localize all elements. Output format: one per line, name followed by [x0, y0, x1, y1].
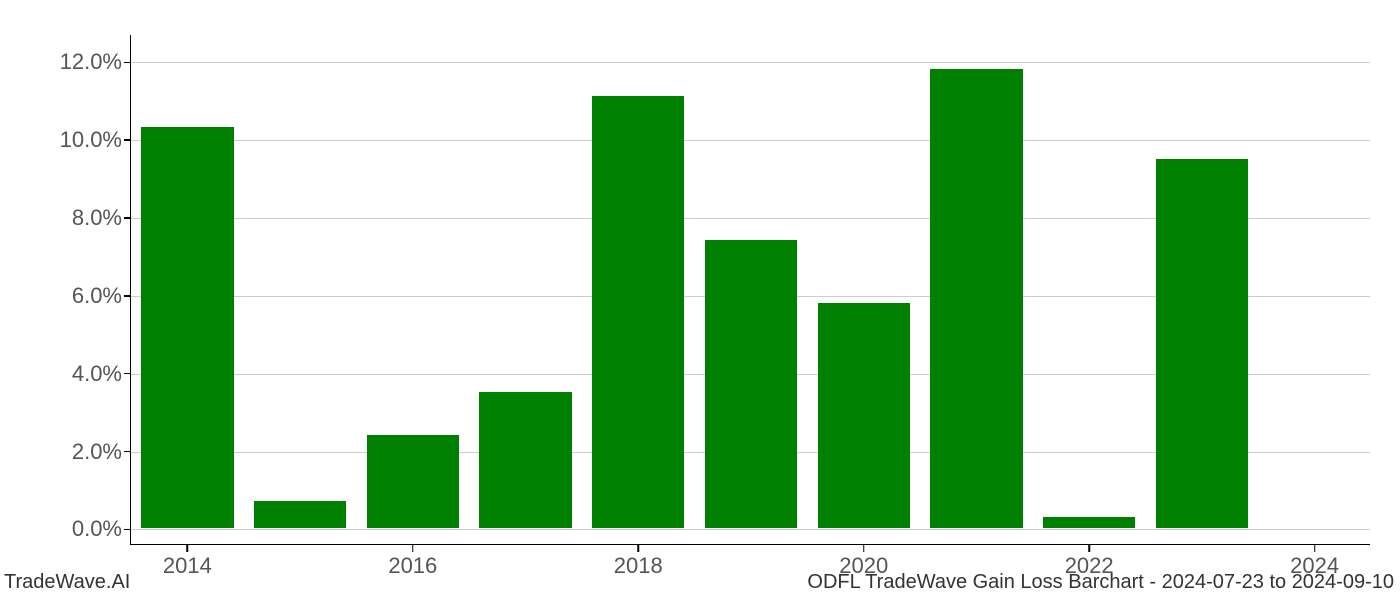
y-tick-mark: [124, 139, 131, 141]
y-tick-mark: [124, 295, 131, 297]
y-tick-label: 2.0%: [72, 439, 122, 465]
bar-2014: [141, 127, 233, 528]
bar-2022: [1043, 517, 1135, 529]
y-tick-label: 12.0%: [60, 49, 122, 75]
y-tick-label: 10.0%: [60, 127, 122, 153]
x-tick-mark: [863, 545, 865, 552]
y-tick-mark: [124, 529, 131, 531]
footer-title: ODFL TradeWave Gain Loss Barchart - 2024…: [807, 571, 1394, 594]
grid-line: [131, 62, 1370, 63]
x-tick-mark: [1314, 545, 1316, 552]
bar-2016: [367, 435, 459, 528]
y-tick-mark: [124, 217, 131, 219]
bar-2019: [705, 240, 797, 528]
grid-line: [131, 529, 1370, 530]
bar-2020: [818, 303, 910, 529]
bar-2017: [479, 392, 571, 528]
bar-2021: [930, 69, 1022, 528]
y-tick-mark: [124, 62, 131, 64]
x-tick-mark: [412, 545, 414, 552]
grid-line: [131, 140, 1370, 141]
y-tick-label: 8.0%: [72, 205, 122, 231]
x-tick-mark: [187, 545, 189, 552]
x-tick-mark: [1088, 545, 1090, 552]
y-tick-label: 6.0%: [72, 283, 122, 309]
footer-brand: TradeWave.AI: [4, 571, 130, 594]
y-tick-label: 0.0%: [72, 516, 122, 542]
y-tick-mark: [124, 451, 131, 453]
x-tick-label: 2014: [163, 553, 212, 579]
x-tick-label: 2016: [388, 553, 437, 579]
x-tick-mark: [638, 545, 640, 552]
bar-2023: [1156, 159, 1248, 529]
y-tick-mark: [124, 373, 131, 375]
y-tick-label: 4.0%: [72, 361, 122, 387]
bar-2015: [254, 501, 346, 528]
x-tick-label: 2018: [614, 553, 663, 579]
chart-plot-area: 201420162018202020222024: [130, 35, 1370, 545]
bar-2018: [592, 96, 684, 528]
